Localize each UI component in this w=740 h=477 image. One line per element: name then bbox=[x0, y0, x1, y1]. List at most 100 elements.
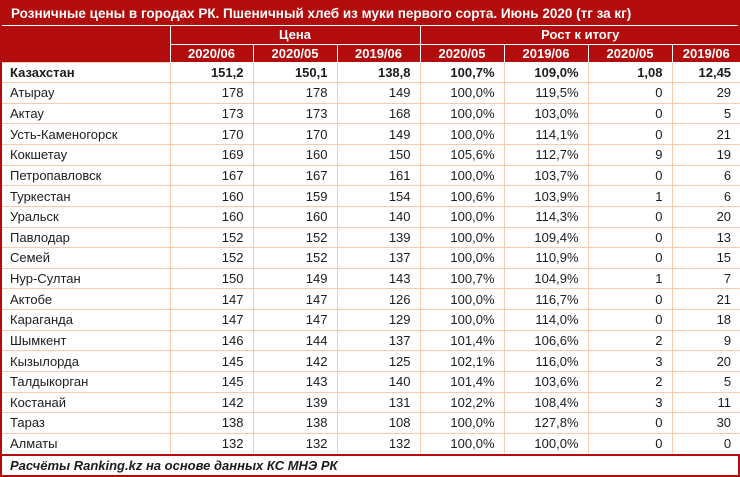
value-cell: 1,08 bbox=[587, 61, 673, 84]
value-cell: 178 bbox=[169, 82, 254, 104]
value-cell: 150,1 bbox=[252, 61, 338, 84]
period-header-row: 2020/06 2020/05 2019/06 2020/05 2019/06 2020/… bbox=[2, 43, 740, 63]
value-cell: 1 bbox=[587, 185, 673, 207]
value-cell: 152 bbox=[252, 247, 338, 269]
corner-cell bbox=[2, 26, 171, 62]
period-header-cell: 2020/05 bbox=[587, 43, 673, 63]
region-name-cell: Актау bbox=[2, 102, 171, 125]
value-cell: 5 bbox=[671, 370, 740, 393]
value-cell: 138,8 bbox=[336, 61, 421, 84]
value-cell: 173 bbox=[169, 102, 254, 125]
value-cell: 143 bbox=[252, 370, 338, 393]
value-cell: 132 bbox=[169, 432, 254, 454]
table-row: Нур-Султан 150 149 143 100,7% 104,9% 1 7 bbox=[2, 267, 740, 290]
value-cell: 146 bbox=[169, 329, 254, 352]
value-cell: 0 bbox=[671, 432, 740, 454]
table-row: Караганда 147 147 129 100,0% 114,0% 0 18 bbox=[2, 309, 740, 331]
price-table: Цена Рост к итогу 2020/06 2020/05 2019/06 2… bbox=[2, 26, 740, 454]
value-cell: 0 bbox=[587, 82, 673, 104]
value-cell: 160 bbox=[169, 205, 254, 228]
region-name-cell: Туркестан bbox=[2, 185, 171, 207]
value-cell: 0 bbox=[587, 164, 673, 187]
value-cell: 30 bbox=[671, 412, 740, 434]
value-cell: 140 bbox=[336, 370, 421, 393]
value-cell: 151,2 bbox=[169, 61, 254, 84]
value-cell: 168 bbox=[336, 102, 421, 125]
value-cell: 150 bbox=[169, 267, 254, 290]
table-row: Уральск 160 160 140 100,0% 114,3% 0 20 bbox=[2, 205, 740, 228]
value-cell: 12,45 bbox=[671, 61, 740, 84]
value-cell: 2 bbox=[587, 329, 673, 352]
value-cell: 144 bbox=[252, 329, 338, 352]
region-name-cell: Усть-Каменогорск bbox=[2, 123, 171, 145]
group-header-row: Цена Рост к итогу bbox=[2, 26, 740, 62]
value-cell: 100,0% bbox=[419, 309, 505, 331]
value-cell: 18 bbox=[671, 309, 740, 331]
value-cell: 0 bbox=[587, 288, 673, 310]
value-cell: 100,0% bbox=[419, 288, 505, 310]
value-cell: 102,2% bbox=[419, 391, 505, 414]
region-name-cell: Нур-Султан bbox=[2, 267, 171, 290]
value-cell: 152 bbox=[252, 226, 338, 249]
value-cell: 104,9% bbox=[503, 267, 589, 290]
value-cell: 100,0% bbox=[419, 432, 505, 454]
value-cell: 0 bbox=[587, 205, 673, 228]
value-cell: 3 bbox=[587, 391, 673, 414]
value-cell: 149 bbox=[336, 123, 421, 145]
value-cell: 137 bbox=[336, 247, 421, 269]
period-header-cell: 2020/05 bbox=[419, 43, 505, 63]
value-cell: 21 bbox=[671, 123, 740, 145]
value-cell: 145 bbox=[169, 350, 254, 372]
value-cell: 139 bbox=[252, 391, 338, 414]
value-cell: 132 bbox=[336, 432, 421, 454]
table-row: Актобе 147 147 126 100,0% 116,7% 0 21 bbox=[2, 288, 740, 310]
region-name-cell: Петропавловск bbox=[2, 164, 171, 187]
table-row: Усть-Каменогорск 170 170 149 100,0% 114,1% 0 21 bbox=[2, 123, 740, 145]
table-header: Цена Рост к итогу 2020/06 2020/05 2019/06 2… bbox=[2, 26, 740, 63]
value-cell: 100,0% bbox=[419, 123, 505, 145]
table-body: Казахстан 151,2 150,1 138,8 100,7% 109,0% 1,08… bbox=[2, 61, 740, 454]
region-name-cell: Тараз bbox=[2, 412, 171, 434]
value-cell: 127,8% bbox=[503, 412, 589, 434]
value-cell: 100,0% bbox=[419, 102, 505, 125]
value-cell: 178 bbox=[252, 82, 338, 104]
table-row: Шымкент 146 144 137 101,4% 106,6% 2 9 bbox=[2, 329, 740, 352]
table-row: Кокшетау 169 160 150 105,6% 112,7% 9 19 bbox=[2, 144, 740, 166]
table-row: Костанай 142 139 131 102,2% 108,4% 3 11 bbox=[2, 391, 740, 414]
value-cell: 0 bbox=[587, 226, 673, 249]
value-cell: 147 bbox=[252, 288, 338, 310]
table-title: Розничные цены в городах РК. Пшеничный х… bbox=[2, 2, 738, 26]
region-name-cell: Казахстан bbox=[2, 61, 171, 84]
value-cell: 138 bbox=[169, 412, 254, 434]
value-cell: 103,9% bbox=[503, 185, 589, 207]
period-header-cell: 2020/06 bbox=[169, 43, 254, 63]
period-header-cell: 2019/06 bbox=[671, 43, 740, 63]
region-name-cell: Алматы bbox=[2, 432, 171, 454]
value-cell: 140 bbox=[336, 205, 421, 228]
value-cell: 1 bbox=[587, 267, 673, 290]
value-cell: 160 bbox=[252, 144, 338, 166]
value-cell: 143 bbox=[336, 267, 421, 290]
value-cell: 0 bbox=[587, 309, 673, 331]
value-cell: 108 bbox=[336, 412, 421, 434]
value-cell: 100,7% bbox=[419, 61, 505, 84]
value-cell: 101,4% bbox=[419, 329, 505, 352]
value-cell: 114,0% bbox=[503, 309, 589, 331]
value-cell: 112,7% bbox=[503, 144, 589, 166]
value-cell: 137 bbox=[336, 329, 421, 352]
value-cell: 11 bbox=[671, 391, 740, 414]
value-cell: 105,6% bbox=[419, 144, 505, 166]
value-cell: 100,6% bbox=[419, 185, 505, 207]
value-cell: 147 bbox=[169, 309, 254, 331]
value-cell: 138 bbox=[252, 412, 338, 434]
value-cell: 154 bbox=[336, 185, 421, 207]
value-cell: 103,6% bbox=[503, 370, 589, 393]
value-cell: 159 bbox=[252, 185, 338, 207]
region-name-cell: Караганда bbox=[2, 309, 171, 331]
period-header-cell: 2019/06 bbox=[503, 43, 589, 63]
value-cell: 29 bbox=[671, 82, 740, 104]
table-row: Семей 152 152 137 100,0% 110,9% 0 15 bbox=[2, 247, 740, 269]
table-row: Талдыкорган 145 143 140 101,4% 103,6% 2 5 bbox=[2, 370, 740, 393]
value-cell: 13 bbox=[671, 226, 740, 249]
value-cell: 114,1% bbox=[503, 123, 589, 145]
